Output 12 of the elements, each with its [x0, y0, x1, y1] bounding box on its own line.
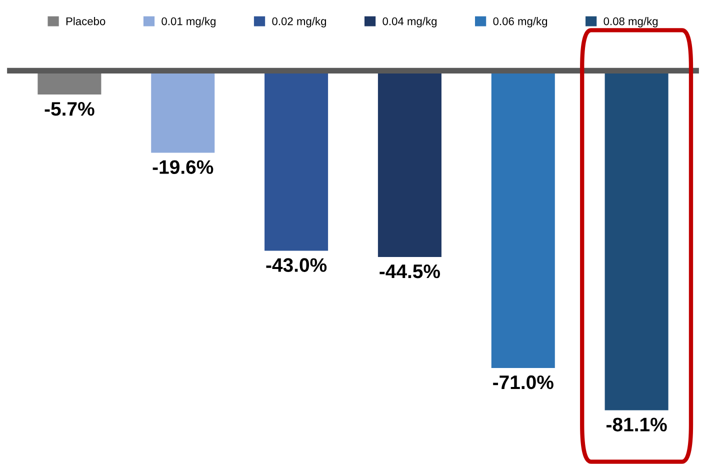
legend-label: 0.01 mg/kg: [162, 17, 216, 28]
data-label: -71.0%: [493, 375, 554, 390]
data-label: -19.6%: [152, 160, 214, 174]
data-label: -44.5%: [380, 264, 440, 278]
legend-label: 0.02 mg/kg: [272, 17, 326, 28]
legend-label: 0.04 mg/kg: [382, 17, 437, 28]
legend-label: 0.06 mg/kg: [493, 17, 548, 28]
data-label: -43.0%: [266, 258, 327, 272]
data-label: -5.7%: [44, 102, 94, 116]
legend-label: Placebo: [66, 17, 106, 26]
data-label: -81.1%: [606, 418, 667, 432]
legend-label: 0.08 mg/kg: [604, 17, 658, 28]
